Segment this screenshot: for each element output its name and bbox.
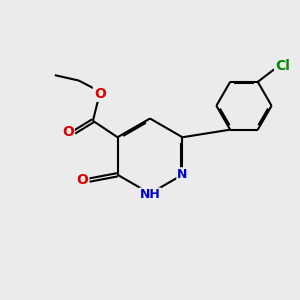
Text: Cl: Cl — [275, 58, 290, 73]
Text: N: N — [177, 168, 188, 181]
Text: O: O — [76, 173, 88, 187]
Text: NH: NH — [140, 188, 160, 202]
Text: O: O — [94, 87, 106, 101]
Text: O: O — [62, 125, 74, 139]
